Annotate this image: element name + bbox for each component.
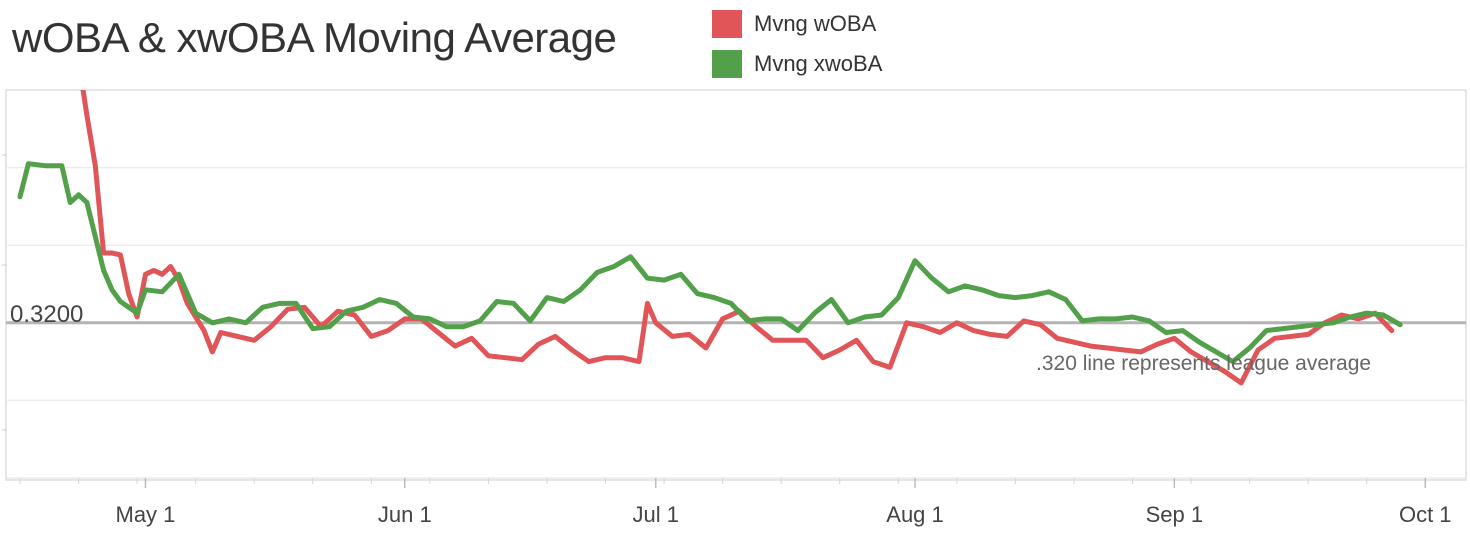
- legend-item-woba[interactable]: Mvng wOBA: [712, 4, 882, 44]
- legend-swatch-xwoba: [712, 50, 742, 78]
- plot-frame: [5, 89, 1467, 481]
- x-tick-label: May 1: [116, 502, 176, 527]
- reference-line-label: 0.3200: [10, 301, 83, 328]
- league-average-annotation: .320 line represents league average: [1036, 352, 1371, 375]
- chart-title: wOBA & xwOBA Moving Average: [12, 14, 617, 61]
- legend-item-xwoba[interactable]: Mvng xwoBA: [712, 44, 882, 84]
- x-tick-label: Sep 1: [1146, 502, 1204, 527]
- grid-lines: [6, 166, 1466, 479]
- x-axis: May 1 Jun 1 Jul 1 Aug 1 Sep 1 Oct 1: [2, 154, 1452, 527]
- x-tick-label: Oct 1: [1399, 502, 1452, 527]
- series-line-xwoba[interactable]: [17, 161, 1403, 365]
- legend-label-woba: Mvng wOBA: [754, 11, 877, 36]
- x-tick-label: Jul 1: [632, 502, 678, 527]
- legend-swatch-woba: [712, 10, 742, 38]
- x-tick-label: Aug 1: [886, 502, 944, 527]
- x-tick-label: Jun 1: [378, 502, 432, 527]
- series-lines: [17, 43, 1403, 386]
- series-line-woba[interactable]: [62, 43, 1395, 386]
- legend-label-xwoba: Mvng xwoBA: [754, 51, 883, 76]
- chart-legend: Mvng wOBA Mvng xwoBA: [712, 4, 882, 84]
